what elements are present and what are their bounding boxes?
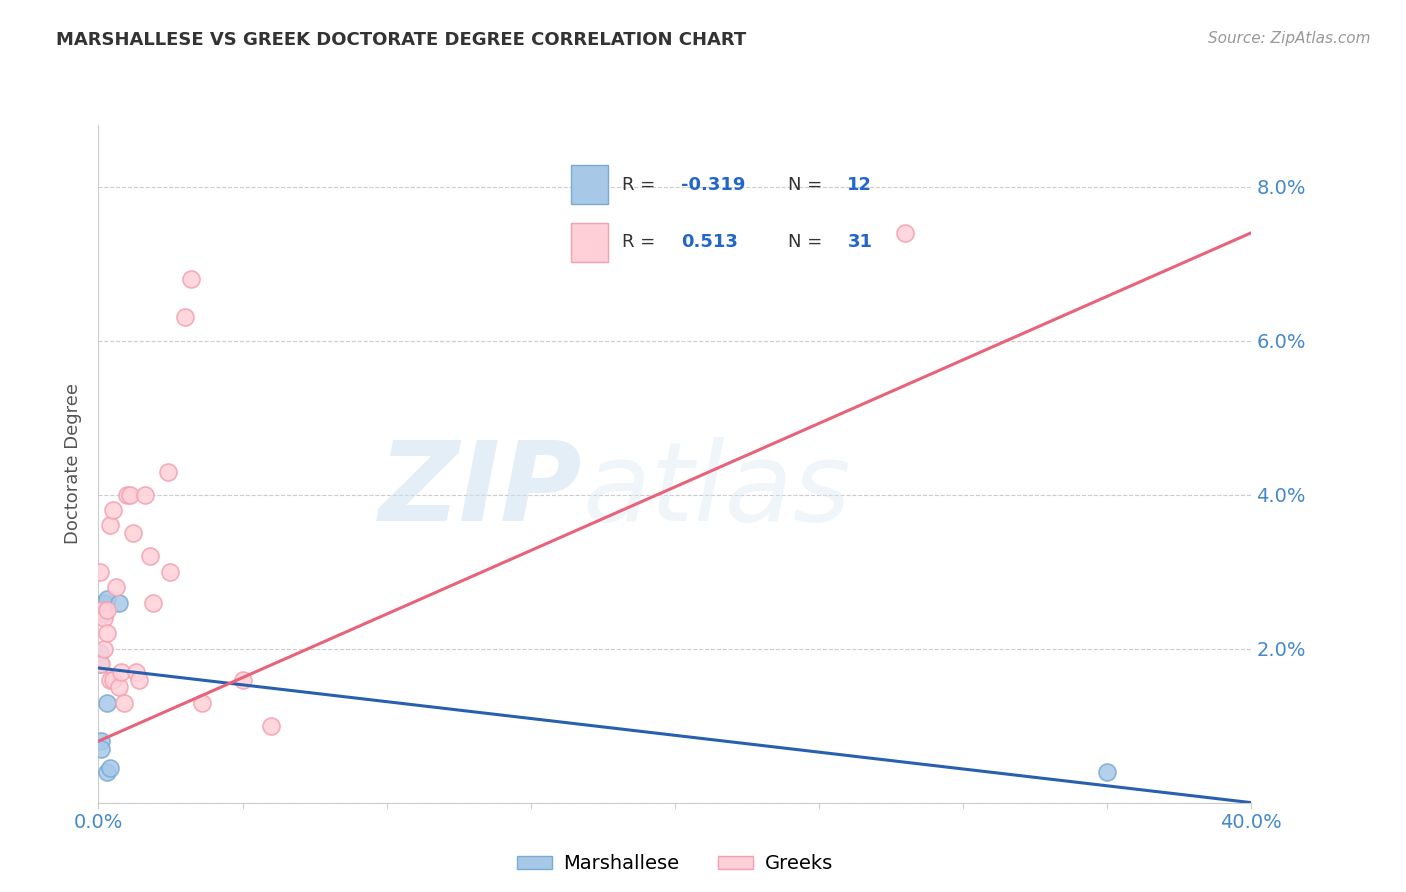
FancyBboxPatch shape (571, 223, 607, 262)
Point (112, 696, 135, 710)
Text: atlas: atlas (582, 437, 851, 544)
Point (117, 488, 139, 502)
Point (110, 665, 132, 679)
Point (98, 761, 121, 775)
Text: 31: 31 (848, 234, 872, 252)
Point (142, 595, 165, 609)
Point (93, 595, 115, 609)
Text: R =: R = (623, 176, 655, 194)
Point (90, 734, 112, 748)
Point (101, 673, 124, 687)
Point (156, 465, 179, 479)
Text: N =: N = (789, 234, 823, 252)
Point (96, 764, 118, 779)
Point (1097, 764, 1119, 779)
Point (128, 673, 150, 687)
Point (89, 646, 111, 660)
Point (191, 696, 214, 710)
Point (231, 673, 254, 687)
Point (107, 595, 129, 609)
Point (104, 580, 127, 594)
Point (260, 719, 283, 733)
Point (159, 565, 181, 579)
Text: MARSHALLESE VS GREEK DOCTORATE DEGREE CORRELATION CHART: MARSHALLESE VS GREEK DOCTORATE DEGREE CO… (56, 31, 747, 49)
Text: -0.319: -0.319 (682, 176, 745, 194)
FancyBboxPatch shape (571, 165, 607, 204)
Text: R =: R = (623, 234, 655, 252)
Point (894, 226, 917, 240)
Point (180, 272, 202, 286)
Point (90, 603, 112, 617)
Point (122, 526, 145, 541)
Point (139, 549, 162, 564)
Text: 12: 12 (848, 176, 872, 194)
Point (93, 641, 115, 656)
Point (93, 611, 115, 625)
Point (134, 488, 156, 502)
Text: ZIP: ZIP (380, 437, 582, 544)
Point (89, 565, 111, 579)
Point (174, 310, 197, 325)
Point (98, 518, 121, 533)
Point (120, 488, 142, 502)
Point (96, 591, 118, 606)
Point (107, 680, 129, 694)
Point (98, 673, 121, 687)
Text: N =: N = (789, 176, 823, 194)
Point (96, 626, 118, 640)
Point (96, 603, 118, 617)
Point (90, 742, 112, 756)
Point (89, 657, 111, 672)
Point (96, 696, 118, 710)
Text: Source: ZipAtlas.com: Source: ZipAtlas.com (1208, 31, 1371, 46)
Point (125, 665, 148, 679)
Text: 0.513: 0.513 (682, 234, 738, 252)
Y-axis label: Doctorate Degree: Doctorate Degree (65, 384, 83, 544)
Point (90, 657, 112, 672)
Legend: Marshallese, Greeks: Marshallese, Greeks (509, 847, 841, 881)
Point (93, 607, 115, 621)
Point (101, 503, 124, 517)
